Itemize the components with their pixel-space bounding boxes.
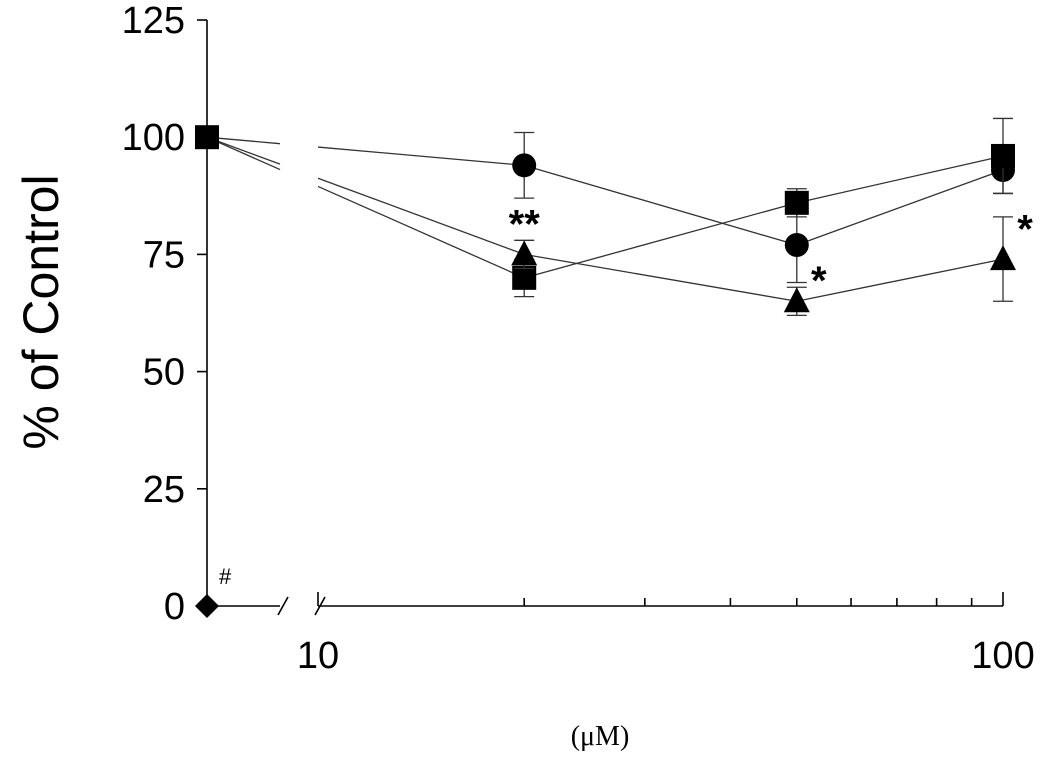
x-tick-label: 10 — [297, 635, 339, 677]
series-line — [524, 253, 797, 302]
axes: 0 25 50 75 100 125 10 100 — [122, 0, 1035, 677]
circle-marker — [512, 153, 537, 178]
y-tick-label: 0 — [164, 586, 185, 628]
series-line — [524, 202, 797, 279]
y-tick-label: 25 — [143, 469, 185, 511]
y-tick-label: 75 — [143, 234, 185, 276]
series-line — [796, 169, 1004, 246]
triangle-marker — [990, 245, 1016, 271]
series-line — [796, 258, 1004, 302]
marks: #**** — [195, 117, 1033, 618]
triangle-marker — [511, 240, 538, 266]
series-triangle — [206, 136, 1016, 316]
series-connector-line — [317, 177, 525, 256]
axis-break-mark — [277, 596, 289, 616]
x-tick-label: 100 — [971, 635, 1034, 677]
significance-annotation: ** — [509, 203, 541, 247]
series-connector-line — [317, 146, 525, 166]
circle-marker — [784, 233, 809, 258]
significance-annotation: * — [811, 259, 827, 303]
y-tick-label: 100 — [122, 117, 185, 159]
series-connector-line — [317, 185, 525, 279]
significance-annotation: * — [1017, 207, 1033, 251]
series-line — [796, 155, 1004, 204]
square-marker — [512, 265, 537, 290]
series-connector-line — [206, 136, 281, 165]
x-axis-label: (μM) — [571, 721, 630, 752]
triangle-marker — [783, 287, 810, 313]
zero-annotation: # — [219, 564, 232, 589]
series-connector-line — [206, 136, 281, 145]
series-line — [524, 164, 797, 246]
series-connector-line — [206, 136, 281, 171]
y-tick-label: 125 — [122, 0, 185, 42]
square-marker — [784, 190, 809, 215]
y-tick-label: 50 — [143, 352, 185, 394]
diamond-marker — [195, 594, 219, 618]
square-marker — [195, 125, 219, 150]
series-circle — [206, 131, 1015, 284]
y-axis-label: % of Control — [13, 174, 69, 449]
square-marker — [991, 143, 1015, 168]
